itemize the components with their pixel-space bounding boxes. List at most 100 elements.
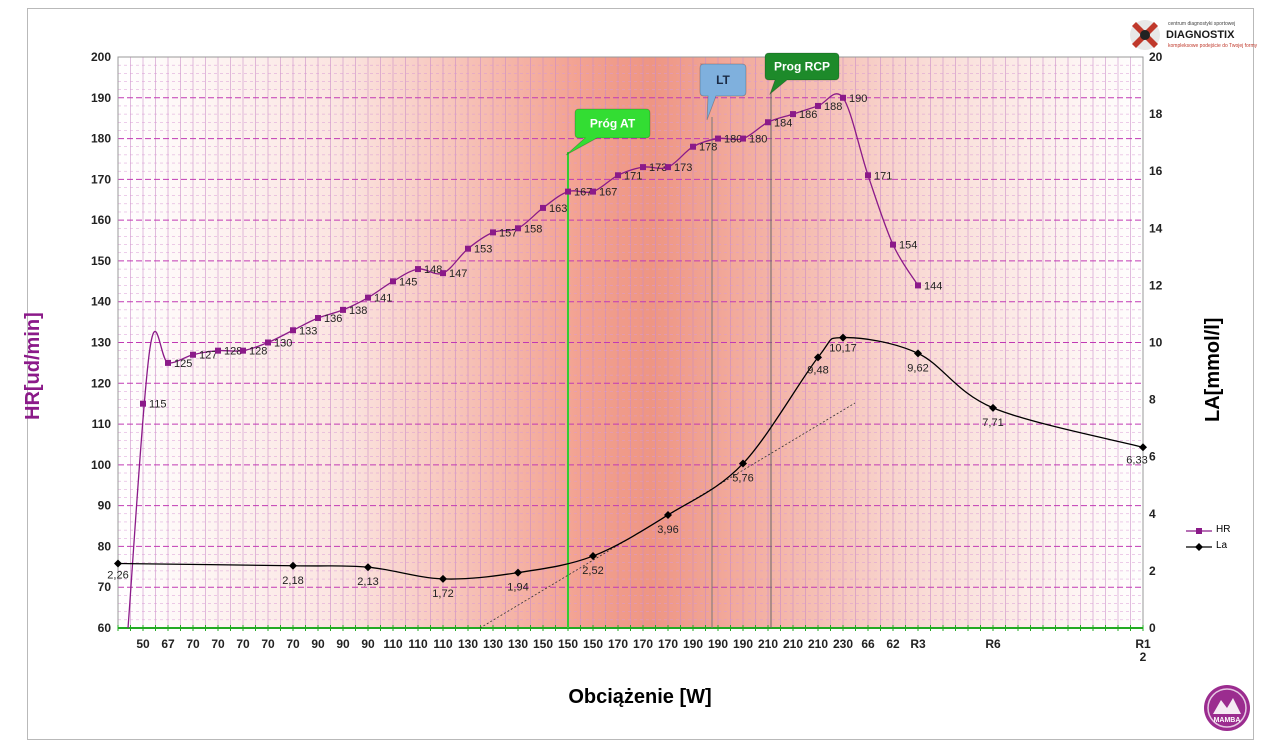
- x-tick-label: 130: [458, 637, 478, 651]
- hr-data-label: 153: [474, 244, 492, 256]
- x-tick-label: R6: [985, 637, 1001, 651]
- la-point: [514, 568, 522, 577]
- x-tick-label: 230: [833, 637, 853, 651]
- hr-data-label: 147: [449, 268, 467, 280]
- hr-data-label: 178: [699, 142, 717, 154]
- hr-data-label: 171: [624, 170, 642, 182]
- y-right-tick-label: 10: [1149, 336, 1163, 350]
- x-tick-label: 70: [286, 637, 300, 651]
- logo-mark-icon: [1130, 20, 1160, 50]
- x-tick-label: 210: [808, 637, 828, 651]
- hr-point: [515, 225, 521, 232]
- la-point: [439, 574, 447, 583]
- hr-point: [915, 282, 921, 289]
- la-data-label: 9,48: [807, 364, 828, 376]
- la-data-label: 2,26: [107, 569, 128, 581]
- logo-brand: DIAGNOSTIX: [1166, 29, 1235, 41]
- y-left-tick-label: 140: [91, 295, 111, 309]
- hr-data-label: 188: [824, 101, 842, 113]
- la-data-label: 1,72: [432, 588, 453, 600]
- hr-point: [615, 172, 621, 179]
- y-left-tick-label: 190: [91, 91, 111, 105]
- y-right-tick-label: 16: [1149, 164, 1163, 178]
- x-tick-label: 67: [161, 637, 175, 651]
- threshold-callout-at-label: Próg AT: [590, 117, 636, 131]
- hr-data-label: 180: [724, 134, 742, 146]
- x-tick-label: 150: [583, 637, 603, 651]
- hr-point: [190, 351, 196, 358]
- hr-data-label: 167: [574, 187, 592, 199]
- hr-point: [565, 188, 571, 195]
- x-tick-label: 90: [336, 637, 350, 651]
- y-left-tick-label: 160: [91, 213, 111, 227]
- hr-point: [690, 143, 696, 150]
- y-right-tick-label: 18: [1149, 107, 1163, 121]
- la-data-label: 5,76: [732, 473, 753, 485]
- hr-data-label: 133: [299, 325, 317, 337]
- y-left-tick-label: 180: [91, 132, 111, 146]
- hr-point: [415, 266, 421, 273]
- y-right-tick-label: 8: [1149, 393, 1156, 407]
- la-point: [839, 333, 847, 342]
- x-tick-label: 150: [558, 637, 578, 651]
- hr-point: [590, 188, 596, 195]
- la-point: [814, 353, 822, 362]
- x-tick-label: 210: [783, 637, 803, 651]
- legend-label-la: La: [1216, 540, 1228, 551]
- hr-point: [740, 135, 746, 142]
- hr-point: [440, 270, 446, 277]
- x-tick-label: 210: [758, 637, 778, 651]
- hr-point: [215, 347, 221, 354]
- x-tick-label: 2: [1140, 650, 1147, 664]
- x-tick-label: R3: [910, 637, 926, 651]
- y-axis-right-title: LA[mmol/l]: [1202, 317, 1224, 422]
- hr-data-label: 173: [649, 162, 667, 174]
- y-left-tick-label: 90: [98, 499, 112, 513]
- y-left-tick-label: 130: [91, 336, 111, 350]
- hr-point: [290, 327, 296, 334]
- hr-point: [715, 135, 721, 142]
- y-left-tick-label: 200: [91, 50, 111, 64]
- la-point: [589, 552, 597, 561]
- y-left-tick-label: 120: [91, 376, 111, 390]
- threshold-callout-rcp-label: Prog RCP: [774, 60, 830, 74]
- x-tick-label: 190: [733, 637, 753, 651]
- y-right-tick-label: 4: [1149, 507, 1156, 521]
- hr-data-label: 180: [749, 134, 767, 146]
- hr-point: [640, 164, 646, 171]
- hr-data-label: 145: [399, 276, 417, 288]
- la-data-label: 2,52: [582, 565, 603, 577]
- hr-point: [790, 111, 796, 118]
- threshold-callout-at: [565, 108, 651, 156]
- hr-point: [765, 119, 771, 126]
- hr-point: [390, 278, 396, 285]
- logo-tagline-bottom: kompleksowe podejście do Twojej formy: [1168, 43, 1258, 49]
- hr-data-label: 184: [774, 117, 792, 129]
- hr-point: [265, 339, 271, 346]
- hr-data-label: 148: [424, 264, 442, 276]
- hr-point: [465, 245, 471, 252]
- diagnostix-logo: centrum diagnostyki sportowej DIAGNOSTIX…: [1128, 18, 1258, 52]
- hr-data-label: 127: [199, 350, 217, 362]
- y-right-tick-label: 20: [1149, 50, 1163, 64]
- y-axis-left-title: HR[ud/min]: [22, 312, 44, 420]
- hr-point: [140, 400, 146, 407]
- la-point: [289, 561, 297, 570]
- hr-data-label: 163: [549, 203, 567, 215]
- hr-data-label: 138: [349, 305, 367, 317]
- hr-data-label: 130: [274, 338, 292, 350]
- y-left-tick-label: 70: [98, 580, 112, 594]
- logo-tagline-top: centrum diagnostyki sportowej: [1168, 21, 1236, 27]
- la-point: [989, 403, 997, 412]
- hr-point: [240, 347, 246, 354]
- hr-data-label: 157: [499, 227, 517, 239]
- x-tick-label: 90: [361, 637, 375, 651]
- y-left-tick-label: 110: [92, 417, 112, 431]
- hr-point: [890, 241, 896, 248]
- mamba-badge: MAMBA: [1203, 684, 1251, 732]
- x-tick-label: R1: [1135, 637, 1151, 651]
- hr-data-label: 128: [224, 346, 242, 358]
- la-data-label: 9,62: [907, 362, 928, 374]
- hr-point: [840, 94, 846, 101]
